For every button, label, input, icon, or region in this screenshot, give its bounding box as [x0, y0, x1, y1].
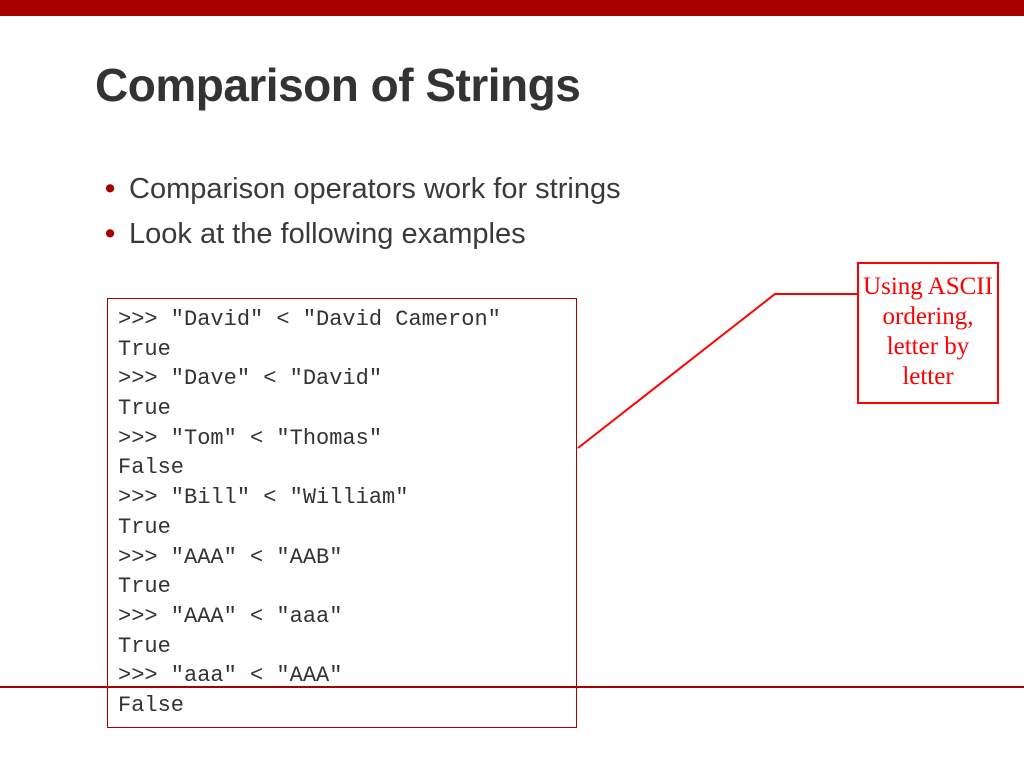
code-line: >>> "David" < "David Cameron": [118, 305, 566, 335]
code-line: >>> "AAA" < "aaa": [118, 602, 566, 632]
code-line: True: [118, 632, 566, 662]
page-title: Comparison of Strings: [95, 58, 929, 112]
code-line: False: [118, 453, 566, 483]
code-line: >>> "Dave" < "David": [118, 364, 566, 394]
bullet-list: Comparison operators work for strings Lo…: [95, 170, 929, 254]
footer-divider: [0, 686, 1024, 688]
callout-annotation: Using ASCII ordering, letter by letter: [857, 262, 999, 404]
bullet-item: Comparison operators work for strings: [95, 170, 929, 209]
bullet-item: Look at the following examples: [95, 215, 929, 254]
bullet-text: Comparison operators work for strings: [129, 173, 621, 205]
code-line: >>> "AAA" < "AAB": [118, 543, 566, 573]
code-line: True: [118, 513, 566, 543]
code-line: >>> "Bill" < "William": [118, 483, 566, 513]
code-line: True: [118, 394, 566, 424]
code-line: True: [118, 335, 566, 365]
code-line: True: [118, 572, 566, 602]
callout-text: Using ASCII ordering, letter by letter: [863, 273, 993, 390]
bullet-text: Look at the following examples: [129, 218, 526, 250]
code-line: >>> "Tom" < "Thomas": [118, 424, 566, 454]
code-example-box: >>> "David" < "David Cameron"True>>> "Da…: [107, 298, 577, 728]
code-line: False: [118, 691, 566, 721]
